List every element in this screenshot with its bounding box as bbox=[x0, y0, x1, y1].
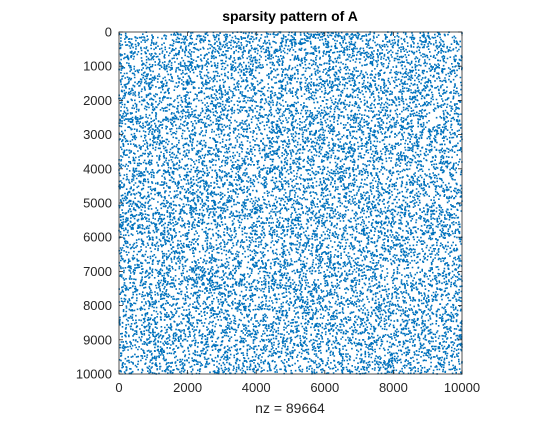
y-tick-label: 0 bbox=[105, 25, 112, 40]
y-tick-label: 10000 bbox=[76, 367, 112, 382]
x-axis-label: nz = 89664 bbox=[255, 400, 325, 416]
x-axis: 0 2000 4000 6000 8000 10000 bbox=[115, 32, 480, 395]
x-tick-label: 10000 bbox=[444, 380, 480, 395]
y-tick-label: 9000 bbox=[83, 332, 112, 347]
x-tick-label: 0 bbox=[115, 380, 122, 395]
y-tick-label: 2000 bbox=[83, 93, 112, 108]
y-tick-label: 7000 bbox=[83, 264, 112, 279]
y-axis: 0 1000 2000 3000 4000 5000 6000 7000 8000 9000 100… bbox=[76, 25, 462, 382]
nonzero-marks bbox=[118, 31, 463, 375]
y-tick-label: 3000 bbox=[83, 127, 112, 142]
y-tick-label: 4000 bbox=[83, 161, 112, 176]
x-tick-label: 8000 bbox=[379, 380, 408, 395]
y-tick-label: 8000 bbox=[83, 298, 112, 313]
plot-area bbox=[118, 31, 463, 375]
x-tick-label: 2000 bbox=[173, 380, 202, 395]
x-tick-label: 6000 bbox=[310, 380, 339, 395]
y-tick-label: 5000 bbox=[83, 196, 112, 211]
nonzero-points bbox=[118, 31, 463, 375]
chart-title: sparsity pattern of A bbox=[222, 8, 358, 24]
y-tick-label: 1000 bbox=[83, 59, 112, 74]
y-tick-label: 6000 bbox=[83, 230, 112, 245]
x-tick-label: 4000 bbox=[242, 380, 271, 395]
